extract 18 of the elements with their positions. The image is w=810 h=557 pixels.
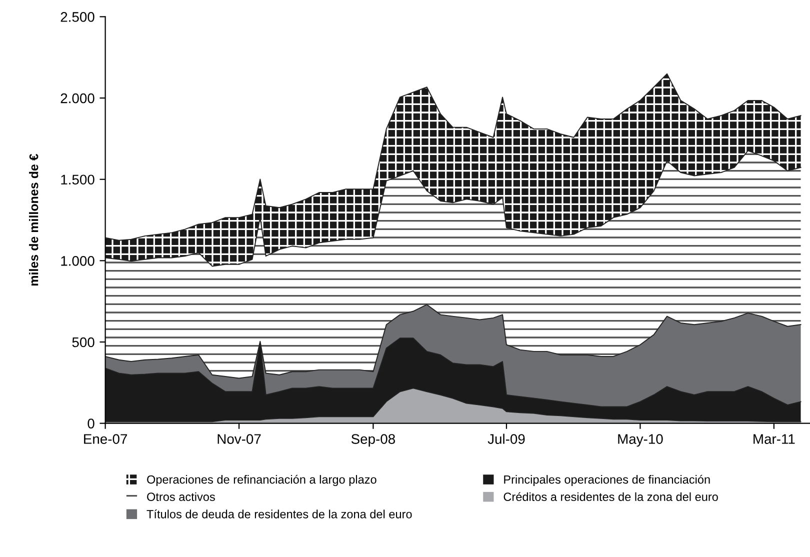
x-tick-label: Nov-07: [218, 434, 261, 444]
y-tick-label: 2.500: [60, 12, 94, 22]
y-tick-label: 500: [72, 337, 94, 348]
legend-label: Otros activos: [147, 492, 215, 502]
legend-label: Créditos a residentes de la zona del euro: [504, 492, 718, 502]
legend-label: Principales operaciones de financiación: [504, 474, 710, 486]
x-tick-label: May-10: [618, 434, 663, 447]
y-tick-label: 1.500: [61, 174, 94, 185]
y-tick-label: 0: [88, 418, 94, 428]
x-tick-label: Sep-08: [351, 434, 395, 447]
y-tick-label: 1.000: [61, 256, 94, 266]
y-tick-label: 2.000: [60, 93, 94, 104]
legend-label: Operaciones de refinanciación a largo plazo: [147, 474, 376, 486]
x-tick-label: Ene-07: [84, 434, 127, 444]
y-axis-title: miles de millones de €: [29, 154, 38, 286]
x-tick-label: Jul-09: [488, 434, 525, 444]
legend-label: Títulos de deuda de residentes de la zona del euro: [146, 510, 412, 518]
x-tick-label: Mar-11: [754, 434, 795, 444]
